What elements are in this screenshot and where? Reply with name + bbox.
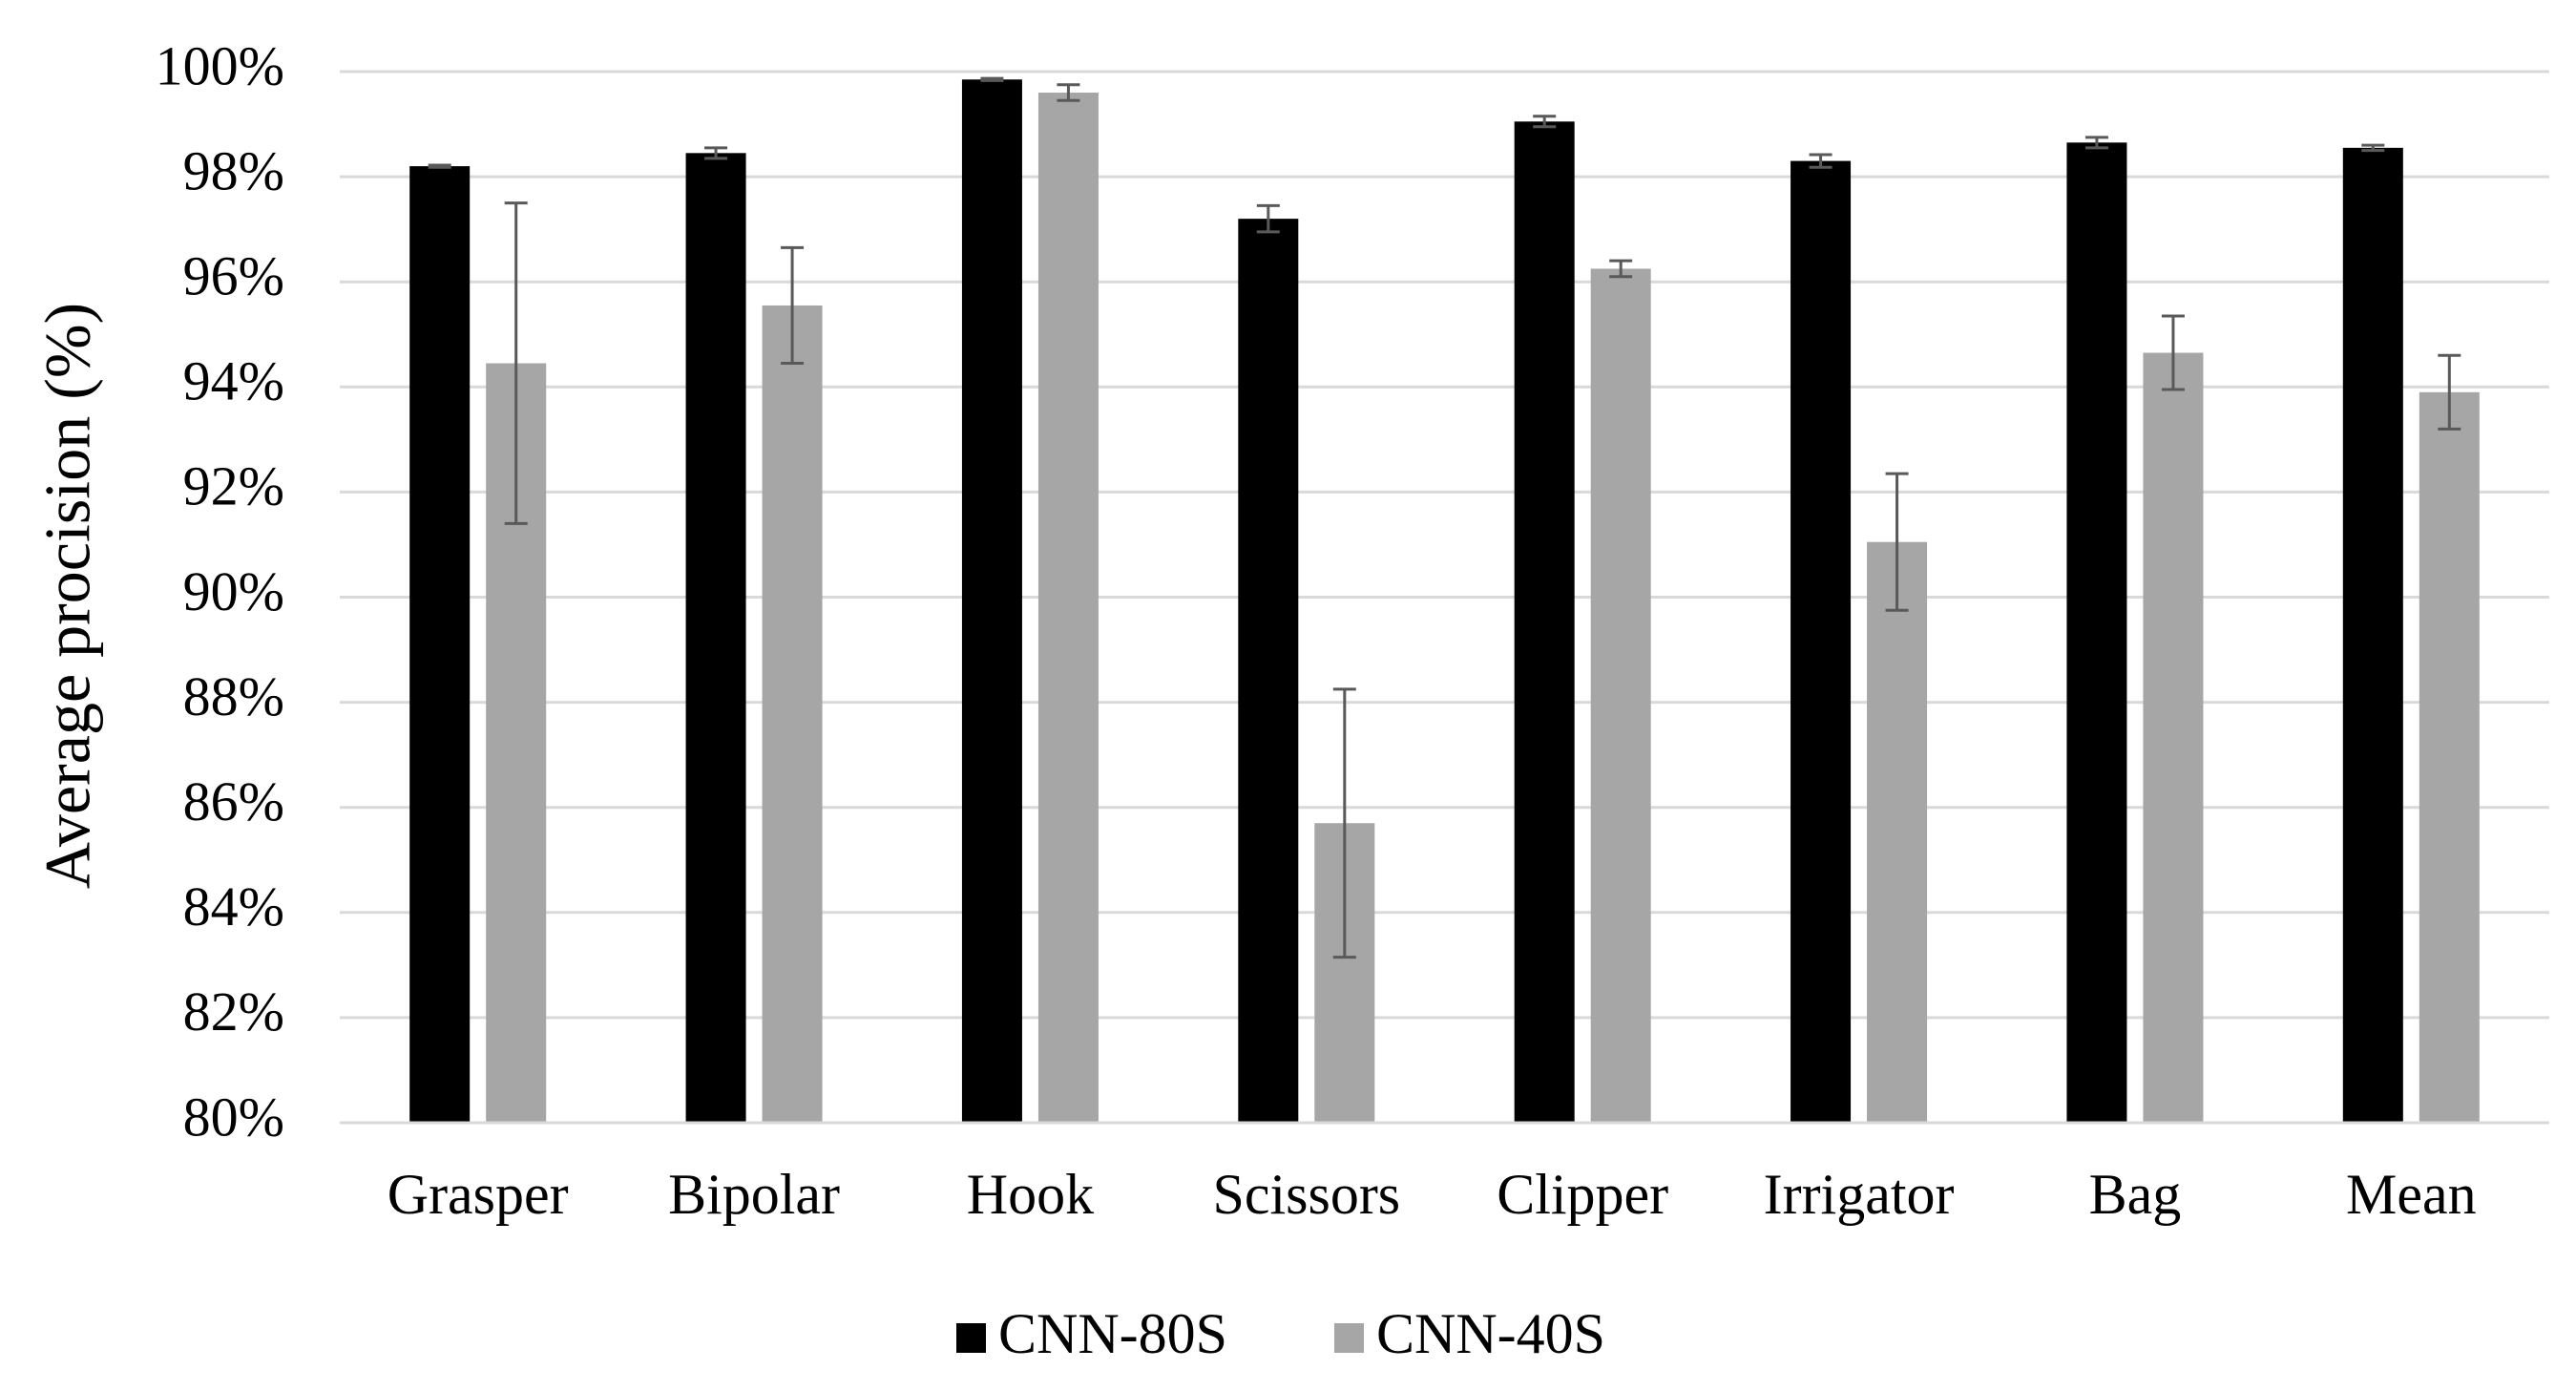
x-tick-label: Irrigator — [1764, 1163, 1955, 1226]
legend-label: CNN-80S — [998, 1302, 1227, 1365]
x-tick-label: Mean — [2346, 1163, 2477, 1226]
bar — [961, 79, 1022, 1124]
bar — [1514, 121, 1575, 1124]
x-tick-label: Bipolar — [668, 1163, 840, 1226]
y-tick-label: 94% — [183, 350, 284, 412]
y-tick-label: 92% — [183, 455, 284, 517]
bar — [409, 166, 471, 1124]
bar — [1590, 268, 1651, 1123]
legend-swatch — [956, 1323, 986, 1353]
bar — [762, 305, 823, 1123]
y-tick-label: 82% — [183, 980, 284, 1043]
bar — [1791, 160, 1852, 1123]
x-tick-label: Bag — [2089, 1163, 2182, 1226]
y-tick-label: 88% — [183, 665, 284, 727]
x-tick-label: Scissors — [1212, 1163, 1400, 1226]
bar — [685, 153, 746, 1123]
x-tick-label: Grasper — [387, 1163, 569, 1226]
y-tick-label: 100% — [156, 34, 284, 96]
x-tick-label: Clipper — [1497, 1163, 1668, 1226]
y-tick-label: 86% — [183, 770, 284, 832]
bar — [2066, 142, 2127, 1123]
y-axis-title: Average procision (%) — [31, 303, 104, 889]
legend-label: CNN-40S — [1376, 1302, 1605, 1365]
y-tick-label: 90% — [183, 560, 284, 622]
legend-swatch — [1334, 1323, 1364, 1353]
y-tick-label: 80% — [183, 1085, 284, 1148]
bar — [2143, 352, 2204, 1124]
bar — [2342, 147, 2403, 1123]
bar — [1238, 219, 1299, 1123]
bar — [2419, 391, 2480, 1123]
y-tick-label: 96% — [183, 245, 284, 307]
y-tick-label: 84% — [183, 875, 284, 938]
y-tick-label: 98% — [183, 139, 284, 201]
bar — [1867, 541, 1928, 1123]
bar — [1037, 93, 1099, 1123]
x-tick-label: Hook — [967, 1163, 1094, 1226]
